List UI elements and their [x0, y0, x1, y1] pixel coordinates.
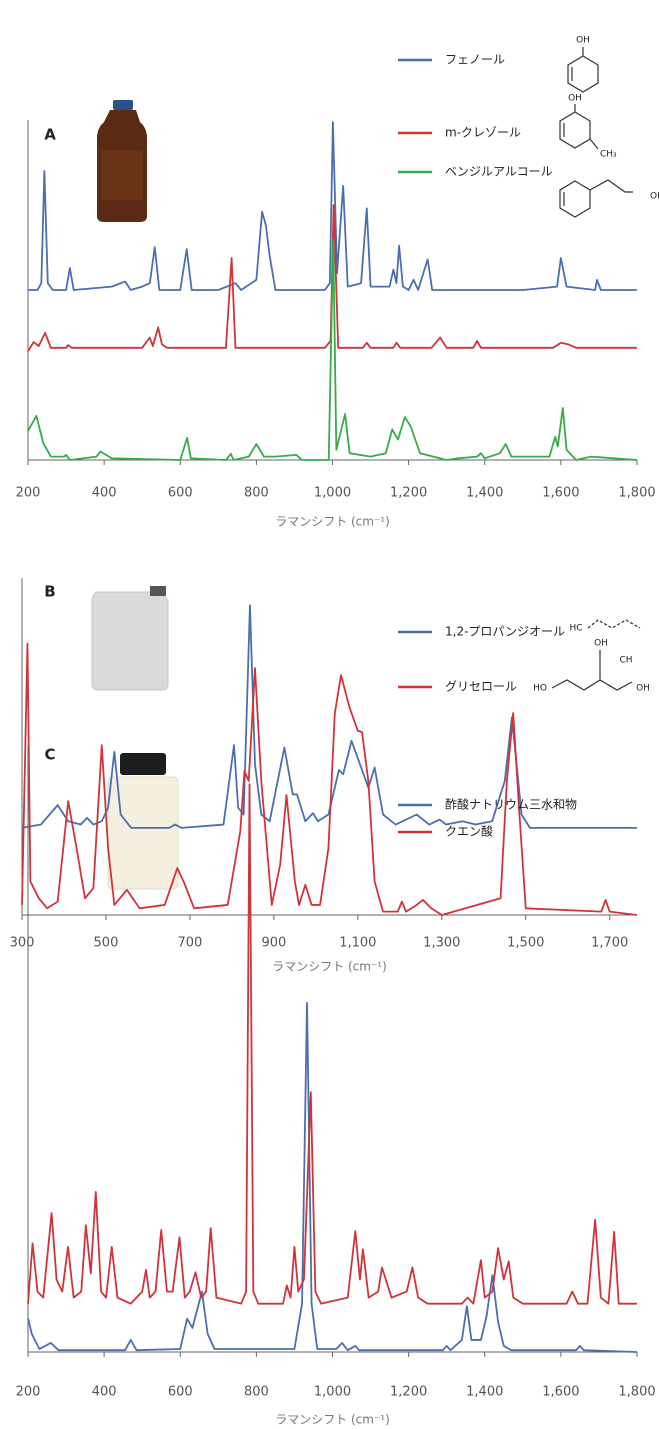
x-tick-label: 500 [94, 936, 119, 951]
bottle-label [101, 150, 143, 200]
x-tick-label: 1,400 [466, 1385, 503, 1400]
structure-label: OH [594, 639, 608, 649]
panel-label: C [44, 746, 55, 764]
x-tick-label: 1,200 [390, 486, 427, 501]
x-axis-title: ラマンシフト (cm⁻¹) [272, 960, 387, 974]
legend-label: ベンジルアルコール [445, 165, 553, 179]
x-tick-label: 1,100 [339, 936, 376, 951]
x-tick-label: 1,300 [423, 936, 460, 951]
panel-label: B [44, 583, 55, 601]
legend-label: グリセロール [445, 680, 517, 694]
structure-cresol [559, 104, 599, 150]
x-tick-label: 600 [168, 1385, 193, 1400]
x-tick-label: 200 [16, 486, 41, 501]
spectrum-line [28, 121, 637, 291]
structure-label: HC [569, 624, 582, 634]
x-axis-title: ラマンシフト (cm⁻¹) [275, 1413, 390, 1427]
jar-cap [120, 753, 166, 775]
structure-glycerol [551, 650, 633, 691]
legend-label: フェノール [445, 53, 505, 67]
x-tick-label: 1,400 [466, 486, 503, 501]
structure-label: OH [576, 36, 590, 46]
structure-benzyl-alcohol [559, 179, 633, 218]
structure-phenol [567, 47, 599, 93]
jerrycan-body [91, 591, 169, 691]
x-tick-label: 400 [92, 486, 117, 501]
bond [589, 138, 599, 150]
x-tick-label: 300 [10, 936, 35, 951]
ring [559, 111, 591, 149]
structure-label: HO [533, 684, 547, 694]
structure-label: CH [619, 656, 632, 666]
jerrycan-b [91, 586, 169, 691]
x-tick-label: 600 [168, 486, 193, 501]
x-tick-label: 1,200 [390, 1385, 427, 1400]
bond [587, 619, 641, 629]
x-tick-label: 900 [261, 936, 286, 951]
x-tick-label: 800 [244, 486, 269, 501]
legend-label: 酢酸ナトリウム三水和物 [445, 797, 577, 812]
x-tick-label: 1,000 [314, 1385, 351, 1400]
x-tick-label: 200 [16, 1385, 41, 1400]
x-tick-label: 1,500 [507, 936, 544, 951]
x-tick-label: 1,600 [542, 486, 579, 501]
x-axis-title: ラマンシフト (cm⁻¹) [275, 515, 390, 529]
spectrum-line [21, 604, 637, 829]
spectrum-line [27, 1001, 638, 1353]
structure-propanediol [587, 619, 641, 629]
jerrycan-cap [150, 586, 166, 596]
spectrum-line [21, 642, 638, 916]
jar-c [107, 753, 179, 890]
ring [567, 55, 599, 93]
spectrum-line [27, 783, 637, 1305]
x-tick-label: 800 [244, 1385, 269, 1400]
legend-label: m-クレゾール [445, 126, 521, 140]
panel-label: A [44, 126, 56, 144]
structure-label: OH [568, 94, 582, 104]
bond [589, 179, 633, 193]
structure-label: OH [650, 192, 659, 202]
bottle-cap [113, 100, 133, 110]
x-tick-label: 1,800 [618, 486, 655, 501]
bottle-a [97, 100, 147, 222]
structure-label: CH₃ [600, 150, 617, 160]
x-tick-label: 700 [178, 936, 203, 951]
structure-label: OH [636, 684, 650, 694]
x-tick-label: 1,700 [591, 936, 628, 951]
x-tick-label: 1,000 [314, 486, 351, 501]
x-tick-label: 1,800 [618, 1385, 655, 1400]
legend-label: 1,2-プロパンジオール [445, 625, 565, 639]
legend-label: クエン酸 [445, 824, 493, 839]
bond [551, 679, 633, 691]
x-tick-label: 1,600 [542, 1385, 579, 1400]
x-tick-label: 400 [92, 1385, 117, 1400]
spectrum-line [27, 238, 638, 461]
